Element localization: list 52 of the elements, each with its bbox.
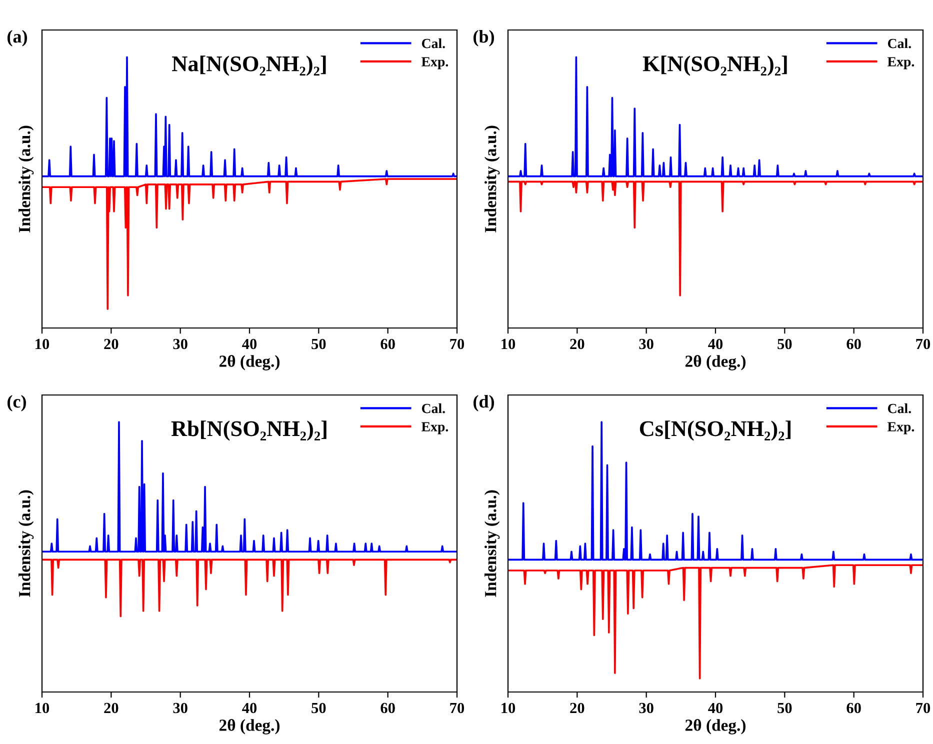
chart-title: Cs[N(SO₂NH₂)₂] — [640, 420, 791, 441]
x-tick-label: 50 — [778, 702, 792, 714]
x-tick-label: 60 — [846, 338, 861, 350]
x-tick-label: 10 — [502, 702, 516, 714]
y-axis-title: Indensity (a.u.) — [18, 490, 34, 597]
x-tick-label: 70 — [450, 702, 464, 714]
x-tick-label: 70 — [916, 338, 930, 350]
x-tick-label: 30 — [173, 338, 188, 350]
x-tick-label: 20 — [104, 338, 118, 350]
text: (c) — [8, 395, 26, 412]
x-tick-label: 50 — [312, 338, 326, 350]
x-tick-label: 20 — [570, 702, 584, 714]
x-tick-label: 50 — [778, 338, 792, 350]
legend-label: Cal. — [888, 38, 911, 48]
legend-label: Cal. — [422, 38, 445, 48]
y-axis-title: Indensity (a.u.) — [18, 126, 34, 232]
chart-title: Na[N(SO₂NH₂)₂] — [172, 56, 326, 76]
x-tick-label: 60 — [380, 702, 395, 714]
x-tick-label: 20 — [570, 338, 584, 350]
x-tick-label: 10 — [36, 338, 50, 350]
x-tick-label: 40 — [708, 338, 723, 350]
y-axis-title: Indensity (a.u.) — [484, 490, 500, 597]
x-axis-title: 2θ (deg.) — [685, 719, 746, 734]
x-tick-label: 60 — [846, 702, 861, 714]
legend-label: Exp. — [422, 57, 448, 70]
x-tick-label: 70 — [916, 702, 930, 714]
x-tick-label: 40 — [242, 338, 257, 350]
x-tick-label: 10 — [36, 702, 50, 714]
x-tick-label: 30 — [173, 702, 188, 714]
x-tick-label: 40 — [242, 702, 257, 714]
x-tick-label: 40 — [708, 702, 723, 714]
legend-label: Exp. — [888, 422, 914, 434]
text: (a) — [8, 30, 27, 46]
x-tick-label: 30 — [639, 702, 654, 714]
x-tick-label: 30 — [639, 338, 654, 350]
y-axis-title: Indensity (a.u.) — [484, 126, 500, 232]
chart-title: K[N(SO₂NH₂)₂] — [642, 56, 787, 76]
text: (b) — [474, 30, 494, 46]
x-tick-label: 50 — [312, 702, 326, 714]
x-axis-title: 2θ (deg.) — [219, 719, 280, 734]
x-tick-label: 60 — [380, 338, 395, 350]
text: (d) — [474, 395, 494, 412]
x-tick-label: 10 — [502, 338, 516, 350]
legend-label: Exp. — [422, 422, 448, 434]
x-axis-title: 2θ (deg.) — [219, 355, 280, 370]
x-axis-title: 2θ (deg.) — [685, 355, 746, 370]
legend-label: Cal. — [422, 403, 445, 414]
x-tick-label: 70 — [450, 338, 464, 350]
legend-label: Cal. — [888, 403, 911, 414]
x-tick-label: 20 — [104, 702, 118, 714]
chart-title: Rb[N(SO₂NH₂)₂] — [171, 420, 326, 441]
legend-label: Exp. — [888, 57, 914, 70]
